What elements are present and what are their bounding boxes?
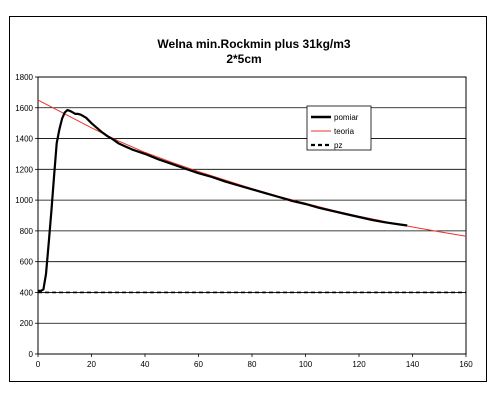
legend-box (306, 105, 372, 151)
x-axis: 0 20 40 60 80 100 120 140 160 (36, 354, 473, 369)
x-tick-label: 80 (248, 360, 257, 369)
y-tick-label: 1800 (15, 73, 33, 82)
y-tick-label: 1400 (15, 135, 33, 144)
series-layer (37, 99, 467, 294)
x-tick-label: 20 (87, 360, 96, 369)
y-tick-label: 400 (20, 288, 34, 297)
y-axis: 0 200 400 600 800 1000 1200 1400 1600 1800 (15, 73, 38, 359)
chart-subtitle: 2*5cm (226, 52, 261, 66)
y-tick-label: 600 (20, 258, 34, 267)
y-tick-label: 200 (20, 319, 34, 328)
chart-title: Welna min.Rockmin plus 31kg/m3 (157, 37, 350, 51)
series-line-pomiar (38, 108, 408, 292)
legend-label-pomiar: pomiar (334, 113, 359, 122)
series-line-teoria (37, 99, 467, 237)
y-tick-label: 800 (20, 227, 34, 236)
legend: pomiar teoria pz (306, 105, 372, 151)
x-tick-label: 140 (406, 360, 420, 369)
x-tick-label: 100 (299, 360, 313, 369)
plot-area-border (37, 76, 467, 355)
gridlines (38, 107, 466, 324)
x-tick-label: 40 (141, 360, 150, 369)
y-tick-label: 0 (29, 350, 34, 359)
legend-label-teoria: teoria (334, 127, 355, 136)
y-tick-label: 1600 (15, 104, 33, 113)
y-tick-label: 1200 (15, 165, 33, 174)
x-tick-label: 60 (194, 360, 203, 369)
y-tick-label: 1000 (15, 196, 33, 205)
x-tick-label: 120 (352, 360, 366, 369)
x-tick-label: 0 (36, 360, 41, 369)
x-tick-label: 160 (459, 360, 473, 369)
legend-label-pz: pz (334, 141, 342, 150)
